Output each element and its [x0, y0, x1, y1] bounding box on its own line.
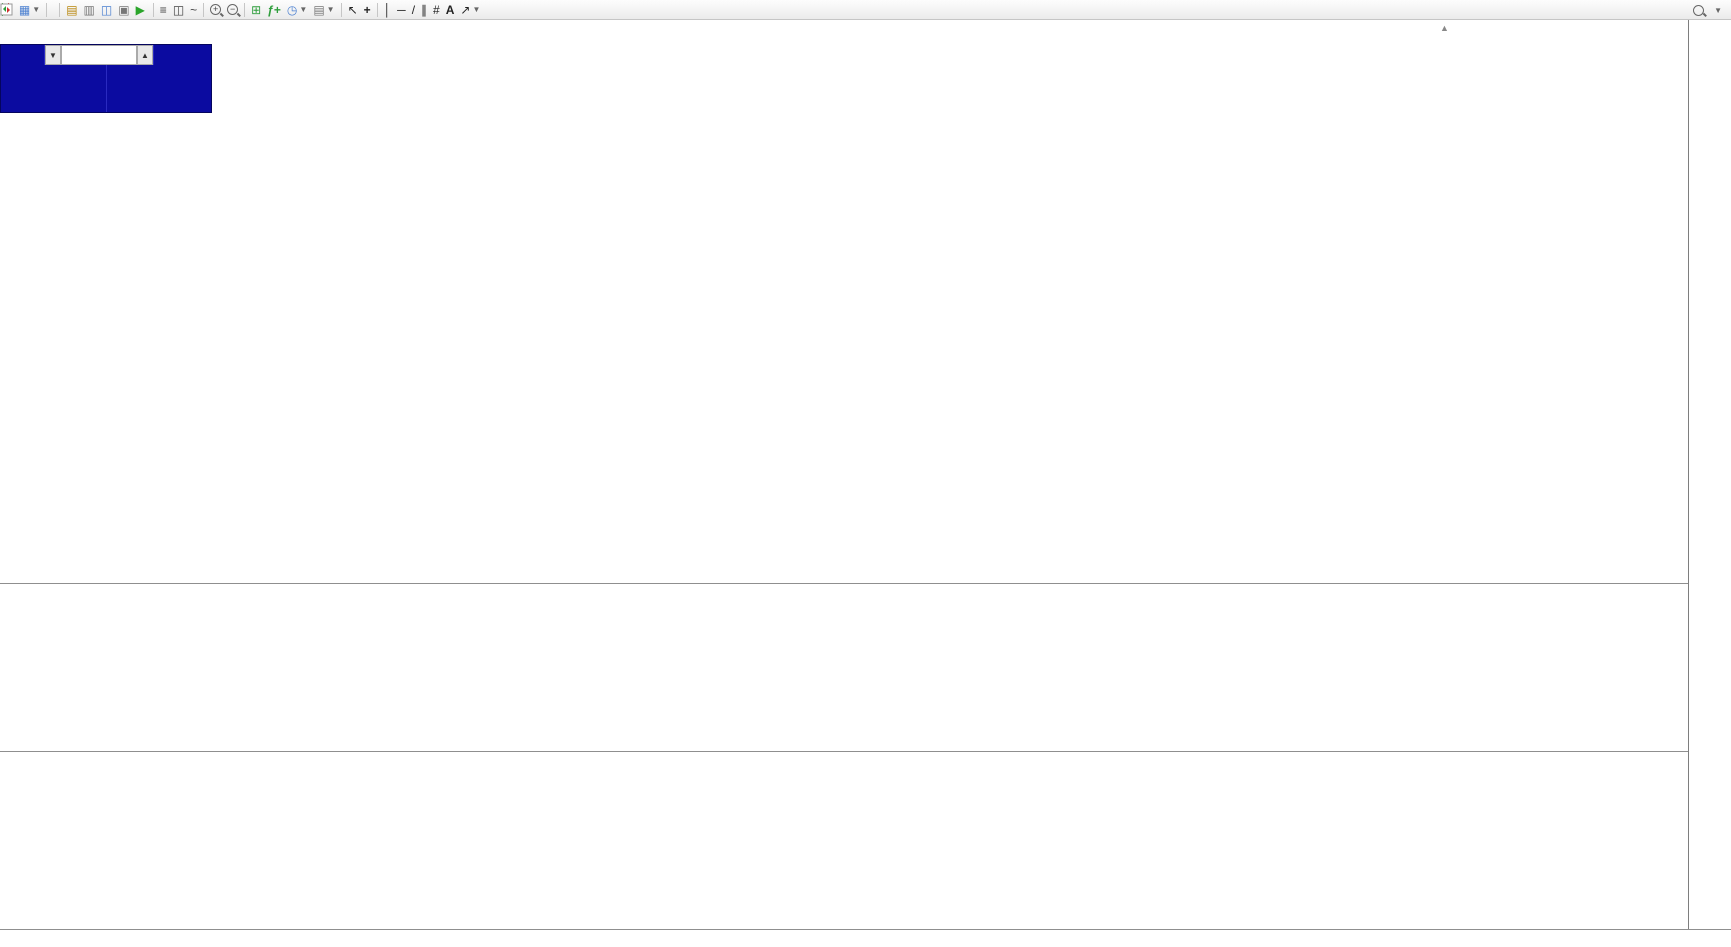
rsi-panel[interactable]	[0, 751, 1688, 929]
vline-tool-button[interactable]: │	[381, 1, 395, 19]
new-order-button[interactable]	[0, 1, 56, 19]
tile-windows-button[interactable]: ⊞	[248, 1, 264, 19]
scroll-to-end-icon[interactable]: ▲	[1440, 23, 1449, 33]
cursor-tool-button[interactable]: ↖	[345, 1, 361, 19]
chevron-down-icon: ▼	[472, 5, 481, 14]
panel-separator	[0, 929, 1731, 930]
market-watch-button[interactable]: ▤	[63, 1, 80, 19]
zoom-out-button[interactable]: −	[224, 1, 241, 19]
arrow-tool-icon: ↗	[460, 2, 471, 17]
line-chart-icon: ~	[190, 2, 198, 17]
sell-button[interactable]	[1, 45, 45, 65]
arrow-tool-button[interactable]: ↗ ▼	[457, 1, 483, 19]
crosshair-tool-button[interactable]: +	[361, 1, 374, 19]
zoom-in-button[interactable]: +	[207, 1, 224, 19]
autotrading-play-icon: ▶	[135, 2, 145, 17]
sell-price-button[interactable]	[1, 65, 106, 112]
toolbar-right: ▼	[1690, 1, 1725, 19]
price-axis[interactable]	[1688, 20, 1731, 929]
panel-separator[interactable]	[0, 583, 1731, 584]
line-chart-button[interactable]: ~	[187, 1, 200, 19]
bar-chart-button[interactable]: ≡	[157, 1, 170, 19]
volume-input[interactable]	[61, 45, 137, 65]
main-price-chart[interactable]	[0, 20, 1688, 583]
templates-button[interactable]: ▤ ▼	[310, 1, 337, 19]
clock-icon: ◷	[286, 2, 298, 17]
market-watch-icon: ▤	[66, 2, 78, 17]
template-icon: ▤	[313, 2, 325, 17]
toolbar: ▼ ▦▼ ▤ ▥ ◫ ▣ ▶ ≡ ◫ ~ + − ⊞ ƒ+ ◷▼ ▤▼ ↖ + …	[0, 0, 1731, 20]
macd-panel[interactable]	[0, 583, 1688, 751]
buy-button[interactable]	[153, 45, 211, 65]
trendline-icon: /	[411, 2, 416, 17]
indicators-icon: ƒ+	[267, 2, 281, 17]
trendline-tool-button[interactable]: /	[409, 1, 418, 19]
search-button[interactable]	[1690, 1, 1707, 19]
toolbar-options-button[interactable]: ▼	[1711, 1, 1725, 19]
candle-chart-button[interactable]: ◫	[170, 1, 187, 19]
bar-chart-icon: ≡	[159, 2, 167, 17]
buy-price-button[interactable]	[105, 65, 212, 112]
hline-tool-button[interactable]: ─	[394, 1, 409, 19]
volume-increase-button[interactable]: ▲	[137, 45, 153, 65]
text-tool-button[interactable]: A	[443, 1, 458, 19]
chevron-down-icon: ▼	[1714, 5, 1722, 15]
channel-icon: ∥	[421, 2, 428, 17]
data-window-icon: ▥	[83, 2, 95, 17]
panel-separator[interactable]	[0, 751, 1731, 752]
chevron-down-icon: ▼	[326, 5, 335, 14]
autotrading-button[interactable]: ▶	[133, 1, 150, 19]
chevron-down-icon: ▼	[32, 5, 41, 14]
fibonacci-tool-button[interactable]: #	[430, 1, 443, 19]
navigator-icon: ◫	[100, 2, 113, 17]
tile-windows-icon: ⊞	[251, 2, 262, 17]
horizontal-line-icon: ─	[397, 2, 406, 17]
cursor-icon: ↖	[347, 2, 358, 17]
fibonacci-icon: #	[433, 2, 440, 17]
chevron-down-icon: ▼	[49, 50, 57, 60]
channel-tool-button[interactable]: ∥	[418, 1, 430, 19]
vertical-line-icon: │	[383, 2, 392, 17]
data-window-button[interactable]: ▥	[81, 1, 98, 19]
zoom-in-icon: +	[210, 4, 222, 15]
indicators-button[interactable]: ƒ+	[264, 1, 284, 19]
chevron-up-icon: ▲	[141, 50, 149, 60]
search-icon	[1693, 4, 1705, 16]
navigator-button[interactable]: ◫	[98, 1, 115, 19]
profiles-icon: ▦	[18, 2, 31, 17]
crosshair-icon: +	[363, 2, 371, 17]
one-click-trading-panel: ▼ ▲	[0, 44, 212, 113]
candle-chart-icon: ◫	[172, 2, 185, 17]
terminal-button[interactable]: ▣	[115, 1, 132, 19]
date-axis[interactable]	[0, 930, 1688, 947]
zoom-out-icon: −	[227, 4, 239, 15]
chart-profiles-button[interactable]: ▦ ▼	[16, 1, 43, 19]
text-icon: A	[445, 2, 455, 17]
period-button[interactable]: ◷ ▼	[284, 1, 310, 19]
chevron-down-icon: ▼	[299, 5, 308, 14]
volume-decrease-button[interactable]: ▼	[45, 45, 61, 65]
new-order-icon	[0, 3, 13, 16]
terminal-icon: ▣	[118, 2, 130, 17]
